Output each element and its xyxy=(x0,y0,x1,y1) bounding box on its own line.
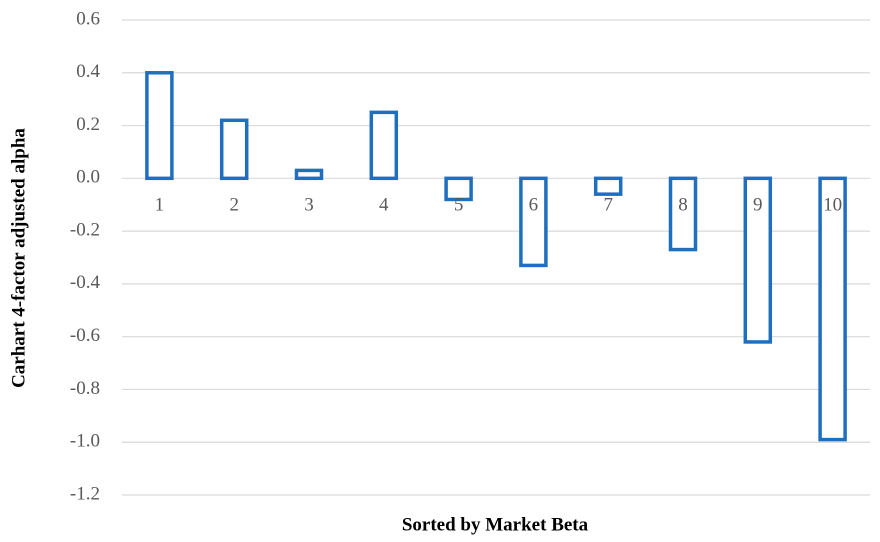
bar xyxy=(219,118,249,181)
bar xyxy=(444,176,473,202)
x-tick-label: 3 xyxy=(304,195,314,216)
x-tick-label: 4 xyxy=(379,195,389,216)
y-tick-label: -0.6 xyxy=(70,325,100,346)
bar xyxy=(519,176,548,268)
bar xyxy=(593,176,623,196)
y-tick-label: 0.2 xyxy=(76,114,100,135)
y-tick-label: 0.6 xyxy=(76,8,100,29)
bar xyxy=(294,168,324,181)
x-axis-title: Sorted by Market Beta xyxy=(402,514,589,535)
x-tick-label: 2 xyxy=(229,195,239,216)
y-tick-label: -0.2 xyxy=(70,219,100,240)
y-tick-label: 0.4 xyxy=(76,61,100,82)
x-tick-label: 1 xyxy=(155,195,165,216)
x-tick-label: 6 xyxy=(529,195,539,216)
y-tick-label: -1.2 xyxy=(70,483,100,504)
bar xyxy=(743,176,773,344)
bar xyxy=(818,176,847,442)
x-tick-label: 7 xyxy=(603,195,613,216)
x-tick-label: 5 xyxy=(454,195,464,216)
y-axis-title: Carhart 4-factor adjusted alpha xyxy=(8,128,29,388)
x-tick-label: 10 xyxy=(823,195,842,216)
bar xyxy=(369,110,399,181)
y-tick-label: -1.0 xyxy=(70,431,100,452)
x-tick-label: 9 xyxy=(753,195,763,216)
bar xyxy=(668,176,698,252)
y-tick-label: -0.4 xyxy=(70,272,101,293)
bar xyxy=(145,71,174,181)
x-tick-label: 8 xyxy=(678,195,688,216)
y-tick-label: -0.8 xyxy=(70,378,100,399)
y-tick-label: 0.0 xyxy=(76,167,100,188)
